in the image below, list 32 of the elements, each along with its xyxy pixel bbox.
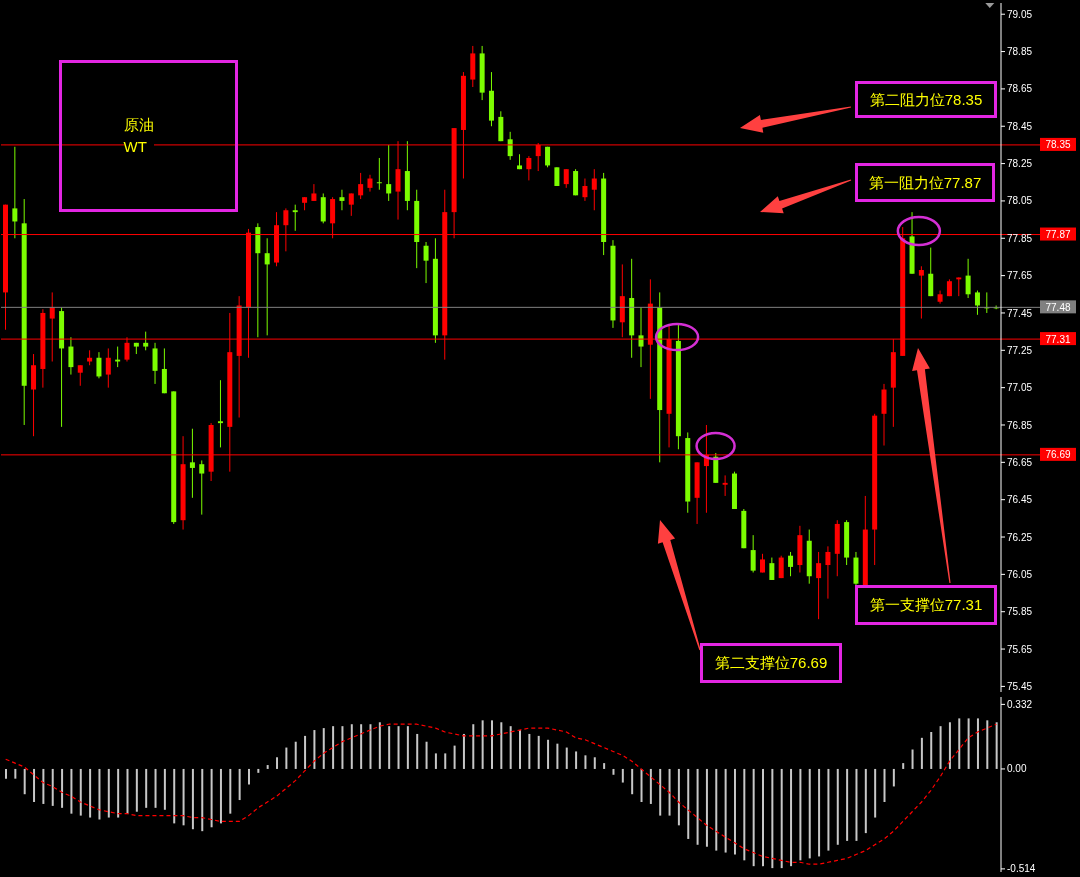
y-tick-label: 77.25	[1007, 344, 1033, 356]
ref-line-label: 76.69	[1045, 449, 1071, 461]
y-tick-label: 78.85	[1007, 46, 1033, 58]
y-tick-label: 76.85	[1007, 419, 1033, 431]
y-tick-label: -0.514	[1007, 863, 1036, 875]
y-tick-label: 75.85	[1007, 606, 1033, 618]
ref-line-label: 78.35	[1045, 139, 1071, 151]
y-tick-label: 76.45	[1007, 494, 1033, 506]
annotation: 原油 WT	[123, 114, 154, 158]
ref-line-label: 77.31	[1045, 333, 1071, 345]
y-tick-label: 78.05	[1007, 195, 1033, 207]
y-tick-label: 75.45	[1007, 680, 1033, 692]
y-tick-label: 77.45	[1007, 307, 1033, 319]
y-tick-label: 76.25	[1007, 531, 1033, 543]
y-tick-label: 76.05	[1007, 568, 1033, 580]
ref-line-label: 77.87	[1045, 229, 1071, 241]
annotation: 第一阻力位77.87	[868, 171, 982, 194]
y-tick-label: 78.65	[1007, 83, 1033, 95]
y-tick-label: 77.65	[1007, 270, 1033, 282]
ref-line-label: 77.48	[1045, 301, 1071, 313]
annotation: 第二阻力位78.35	[869, 88, 983, 111]
y-tick-label: 0.00	[1007, 763, 1027, 775]
y-tick-label: 76.65	[1007, 456, 1033, 468]
y-tick-label: 78.25	[1007, 158, 1033, 170]
y-tick-label: 75.65	[1007, 643, 1033, 655]
annotation: 第一支撑位77.31	[869, 594, 983, 616]
y-tick-label: 77.05	[1007, 382, 1033, 394]
y-tick-label: 78.45	[1007, 120, 1033, 132]
y-tick-label: 77.85	[1007, 232, 1033, 244]
y-tick-label: 0.332	[1007, 698, 1033, 710]
y-tick-label: 79.05	[1007, 8, 1033, 20]
annotation: 第二支撑位76.69	[714, 652, 828, 674]
